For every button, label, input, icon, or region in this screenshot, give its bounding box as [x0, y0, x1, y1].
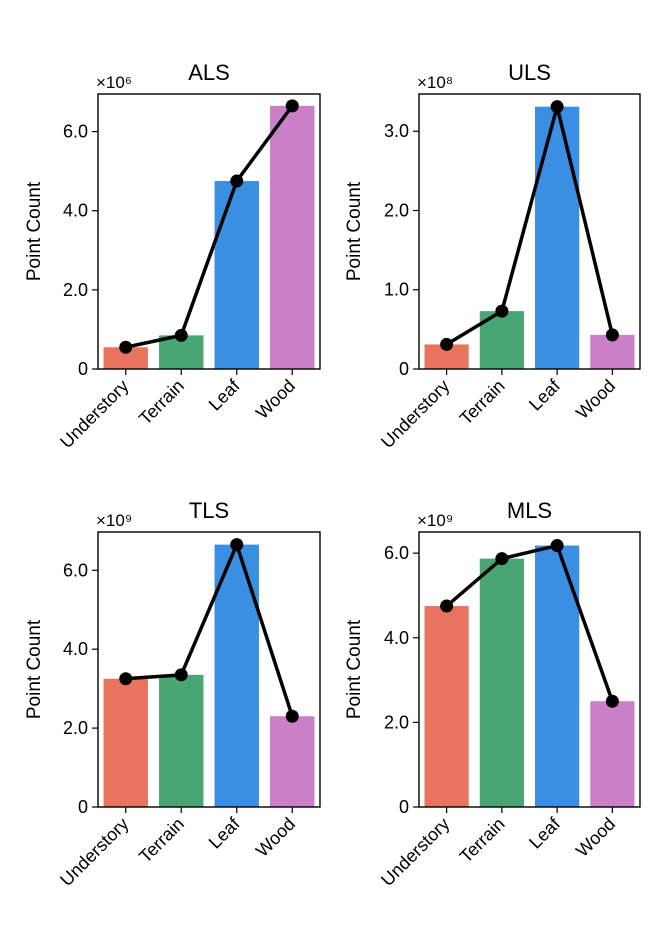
x-tick-label-understory: Understory [56, 376, 132, 452]
y-tick-label: 2.0 [63, 718, 88, 738]
x-tick-label-wood: Wood [572, 376, 619, 423]
x-tick-label-terrain: Terrain [135, 376, 188, 429]
y-exponent-label: ×10⁸ [417, 73, 453, 92]
bar-wood [590, 701, 635, 807]
bar-terrain [479, 558, 524, 807]
x-tick-label-leaf: Leaf [205, 813, 245, 853]
y-tick-label: 1.0 [384, 280, 409, 300]
y-axis-label: Point Count [24, 181, 45, 281]
trend-point-understory [440, 599, 454, 613]
bar-wood [270, 105, 315, 370]
x-tick-label-terrain: Terrain [456, 376, 509, 429]
trend-point-terrain [495, 304, 509, 318]
y-tick-label: 6.0 [384, 543, 409, 563]
x-tick-label-terrain: Terrain [135, 814, 188, 867]
y-tick-label: 0 [399, 359, 409, 379]
axes-frame [97, 93, 321, 370]
chart-panel-mls: 0 2.0 4.0 6.0 Understory Terrain Leaf Wood MLS ×1… [344, 498, 641, 890]
bar-understory [103, 678, 148, 807]
y-axis-label: Point Count [344, 619, 365, 719]
axes-frame [97, 531, 321, 808]
y-tick-label: 0 [78, 359, 88, 379]
y-tick-label: 4.0 [384, 628, 409, 648]
chart-panel-tls: 0 2.0 4.0 6.0 Understory Terrain Leaf Wood TLS ×1… [24, 498, 321, 890]
y-tick-label: 0 [399, 797, 409, 817]
trend-point-leaf [230, 174, 244, 188]
chart-panel-uls: 0 1.0 2.0 3.0 Understory Terrain Leaf Wood ULS ×1… [344, 60, 641, 452]
trend-point-leaf [550, 100, 564, 114]
y-tick-label: 2.0 [384, 200, 409, 220]
trend-line [125, 542, 294, 717]
y-axis-label: Point Count [344, 181, 365, 281]
x-tick-label-understory: Understory [377, 376, 453, 452]
chart-title: ULS [508, 60, 551, 85]
trend-point-terrain [174, 328, 188, 342]
y-tick-label: 4.0 [63, 201, 88, 221]
y-tick-label: 2.0 [63, 280, 88, 300]
x-tick-label-leaf: Leaf [525, 375, 565, 415]
x-tick-label-wood: Wood [572, 814, 619, 861]
x-tick-label-wood: Wood [252, 814, 299, 861]
x-tick-label-terrain: Terrain [456, 814, 509, 867]
trend-point-terrain [174, 668, 188, 682]
bar-leaf [214, 181, 259, 369]
bar-terrain [159, 674, 204, 807]
trend-point-wood [285, 99, 299, 113]
y-tick-label: 6.0 [63, 122, 88, 142]
chart-panel-als: 0 2.0 4.0 6.0 Understory Terrain Leaf Wood ALS ×1… [24, 60, 321, 452]
x-tick-label-understory: Understory [56, 814, 132, 890]
y-exponent-label: ×10⁶ [96, 73, 132, 92]
trend-point-leaf [230, 538, 244, 552]
y-exponent-label: ×10⁹ [417, 511, 453, 530]
x-tick-label-leaf: Leaf [525, 813, 565, 853]
axes-frame [418, 93, 641, 370]
trend-point-wood [285, 709, 299, 723]
y-exponent-label: ×10⁹ [96, 511, 132, 530]
bar-wood [270, 716, 315, 807]
y-tick-label: 6.0 [63, 560, 88, 580]
trend-point-terrain [495, 552, 509, 566]
chart-title: MLS [507, 498, 552, 523]
x-tick-label-wood: Wood [252, 376, 299, 423]
y-tick-label: 0 [78, 797, 88, 817]
trend-point-wood [605, 328, 619, 342]
trend-point-leaf [550, 539, 564, 553]
axes-frame [418, 531, 641, 808]
y-axis-label: Point Count [24, 619, 45, 719]
bar-understory [103, 347, 148, 369]
x-tick-label-leaf: Leaf [205, 375, 245, 415]
y-tick-label: 2.0 [384, 712, 409, 732]
trend-point-understory [119, 672, 133, 686]
trend-point-understory [119, 340, 133, 354]
x-tick-label-understory: Understory [377, 814, 453, 890]
y-tick-label: 3.0 [384, 121, 409, 141]
y-tick-label: 4.0 [63, 639, 88, 659]
bar-leaf [535, 106, 580, 370]
trend-point-wood [605, 694, 619, 708]
trend-line [445, 543, 615, 702]
bar-understory [424, 606, 469, 807]
trend-line [445, 104, 615, 346]
trend-point-understory [440, 337, 454, 351]
chart-title: TLS [189, 498, 229, 523]
chart-title: ALS [188, 60, 230, 85]
trend-line [125, 104, 294, 349]
